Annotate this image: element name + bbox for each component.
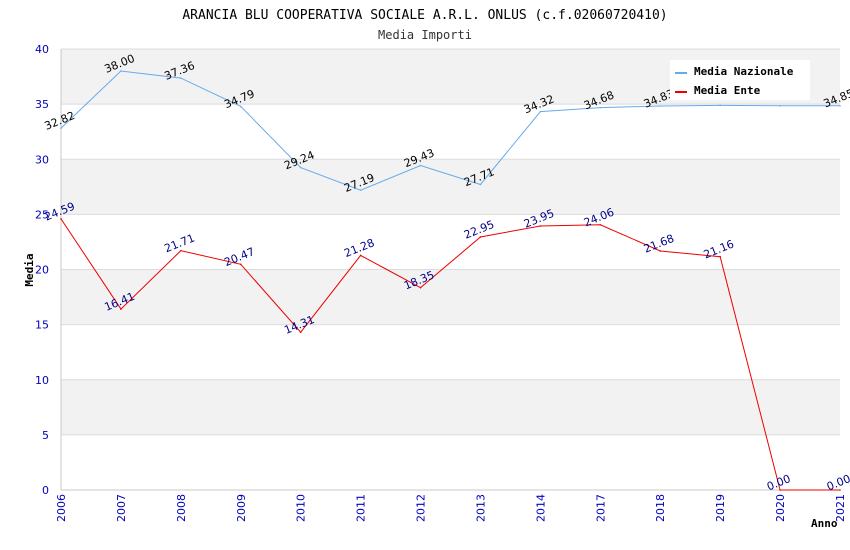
data-point-media-ente [120, 308, 122, 310]
data-point-media-ente [60, 218, 62, 220]
data-point-media-nazionale [599, 106, 602, 109]
grid-band [61, 269, 840, 325]
data-point-media-ente [779, 489, 781, 491]
x-tick-label: 2021 [834, 494, 847, 522]
data-point-media-ente [479, 236, 482, 238]
gridlines [61, 48, 840, 436]
y-tick-label: 40 [35, 43, 49, 56]
y-tick-label: 35 [35, 98, 49, 111]
data-point-media-nazionale [539, 110, 542, 113]
x-tick-label: 2009 [235, 494, 248, 522]
x-tick-label: 2012 [415, 494, 428, 522]
grid-band [61, 379, 840, 435]
data-point-media-ente [719, 255, 721, 258]
data-point-media-ente [180, 249, 182, 252]
y-tick-label: 20 [35, 264, 49, 277]
data-point-media-ente [419, 286, 422, 289]
data-point-media-nazionale [839, 104, 841, 107]
chart-title: ARANCIA BLU COOPERATIVA SOCIALE A.R.L. O… [182, 8, 667, 23]
data-point-media-nazionale [239, 105, 242, 108]
y-tick-label: 10 [35, 374, 49, 387]
data-point-media-nazionale [659, 105, 662, 107]
data-point-media-nazionale [779, 104, 781, 107]
legend-label-media-ente: Media Ente [694, 84, 761, 97]
x-tick-label: 2007 [115, 494, 128, 522]
y-axis-label: Media [23, 253, 36, 286]
data-point-media-nazionale [60, 127, 62, 129]
data-point-media-nazionale [719, 104, 721, 107]
data-point-media-nazionale [479, 183, 482, 186]
data-label-media-ente: 0.00 [825, 472, 850, 493]
legend-box [670, 60, 810, 100]
x-tick-label: 2017 [594, 494, 607, 522]
x-tick-label: 2011 [355, 494, 368, 522]
y-tick-label: 30 [35, 153, 49, 166]
data-point-media-nazionale [180, 77, 182, 79]
x-tick-label: 2019 [714, 494, 727, 522]
y-tick-label: 5 [42, 429, 49, 442]
legend: Media Nazionale Media Ente [670, 60, 810, 100]
series-line-media-nazionale [60, 70, 840, 191]
x-tick-label: 2010 [295, 494, 308, 522]
data-label-media-ente: 20.47 [222, 245, 256, 269]
x-tick-label: 2006 [55, 494, 68, 522]
y-tick-label: 0 [42, 484, 49, 497]
legend-label-media-nazionale: Media Nazionale [694, 65, 794, 78]
data-point-media-ente [599, 223, 602, 226]
data-point-media-ente [359, 254, 362, 257]
y-tick-labels: 0 5 10 15 20 25 30 35 40 [35, 43, 49, 497]
data-point-media-ente [239, 263, 242, 266]
data-point-media-ente [299, 331, 302, 334]
data-point-media-nazionale [120, 70, 122, 72]
x-tick-label: 2008 [175, 494, 188, 522]
y-tick-label: 15 [35, 319, 49, 332]
data-point-media-ente [659, 250, 662, 252]
x-tick-label: 2014 [534, 494, 547, 522]
data-point-media-ente [539, 225, 542, 227]
plot-background [61, 49, 840, 435]
x-axis-label: Anno [811, 517, 838, 530]
data-label-media-ente: 24.59 [43, 200, 77, 224]
data-label-media-nazionale: 32.82 [43, 109, 77, 133]
data-point-media-ente [839, 489, 841, 491]
grid-band [61, 159, 840, 215]
y-tick-label: 25 [35, 208, 49, 221]
x-tick-label: 2020 [774, 494, 787, 522]
x-tick-label: 2013 [474, 494, 487, 522]
data-point-media-nazionale [359, 189, 362, 192]
axes [60, 49, 840, 491]
series-lines [60, 70, 841, 491]
data-point-media-nazionale [299, 166, 302, 169]
data-point-media-nazionale [419, 164, 422, 167]
x-tick-label: 2018 [654, 494, 667, 522]
chart-subtitle: Media Importi [378, 28, 472, 42]
x-tick-labels: 2006 2007 2008 2009 2010 2011 2012 2013 2014 2017… [55, 494, 847, 522]
data-label-media-ente: 21.16 [702, 238, 736, 262]
series-line-media-ente [60, 218, 840, 491]
